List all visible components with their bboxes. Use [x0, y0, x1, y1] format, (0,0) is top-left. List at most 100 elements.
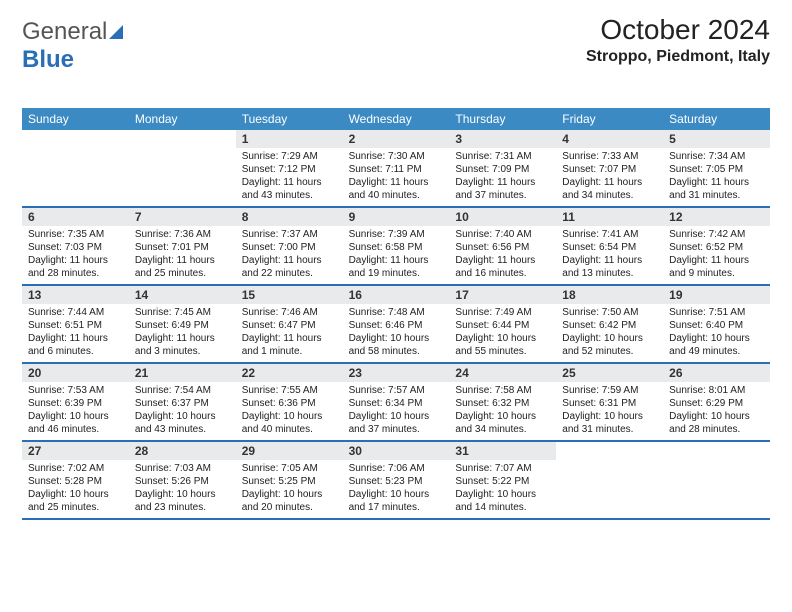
day-number: 23: [343, 364, 450, 382]
daylight-text: Daylight: 10 hours and 14 minutes.: [455, 488, 550, 514]
daylight-text: Daylight: 10 hours and 37 minutes.: [349, 410, 444, 436]
sunrise-text: Sunrise: 7:50 AM: [562, 306, 657, 319]
week-row: 13Sunrise: 7:44 AMSunset: 6:51 PMDayligh…: [22, 286, 770, 364]
sunset-text: Sunset: 6:49 PM: [135, 319, 230, 332]
day-number: 1: [236, 130, 343, 148]
day-info: Sunrise: 7:54 AMSunset: 6:37 PMDaylight:…: [129, 382, 236, 440]
day-number: 9: [343, 208, 450, 226]
sunrise-text: Sunrise: 7:42 AM: [669, 228, 764, 241]
sunrise-text: Sunrise: 7:29 AM: [242, 150, 337, 163]
day-cell: 17Sunrise: 7:49 AMSunset: 6:44 PMDayligh…: [449, 286, 556, 362]
day-cell: 1Sunrise: 7:29 AMSunset: 7:12 PMDaylight…: [236, 130, 343, 206]
day-info: Sunrise: 7:58 AMSunset: 6:32 PMDaylight:…: [449, 382, 556, 440]
sunset-text: Sunset: 5:23 PM: [349, 475, 444, 488]
day-number: 22: [236, 364, 343, 382]
day-number: 20: [22, 364, 129, 382]
daylight-text: Daylight: 11 hours and 28 minutes.: [28, 254, 123, 280]
day-cell: 0: [129, 130, 236, 206]
week-row: 001Sunrise: 7:29 AMSunset: 7:12 PMDaylig…: [22, 130, 770, 208]
daylight-text: Daylight: 11 hours and 13 minutes.: [562, 254, 657, 280]
dayname: Sunday: [22, 108, 129, 130]
day-info: Sunrise: 7:34 AMSunset: 7:05 PMDaylight:…: [663, 148, 770, 206]
sunrise-text: Sunrise: 7:37 AM: [242, 228, 337, 241]
daylight-text: Daylight: 11 hours and 9 minutes.: [669, 254, 764, 280]
sunrise-text: Sunrise: 7:45 AM: [135, 306, 230, 319]
calendar: Sunday Monday Tuesday Wednesday Thursday…: [22, 108, 770, 520]
day-number: 28: [129, 442, 236, 460]
daylight-text: Daylight: 10 hours and 58 minutes.: [349, 332, 444, 358]
day-info: Sunrise: 7:29 AMSunset: 7:12 PMDaylight:…: [236, 148, 343, 206]
sunset-text: Sunset: 6:42 PM: [562, 319, 657, 332]
day-number: 26: [663, 364, 770, 382]
sunrise-text: Sunrise: 7:34 AM: [669, 150, 764, 163]
sunrise-text: Sunrise: 7:48 AM: [349, 306, 444, 319]
daylight-text: Daylight: 11 hours and 19 minutes.: [349, 254, 444, 280]
day-info: Sunrise: 7:33 AMSunset: 7:07 PMDaylight:…: [556, 148, 663, 206]
sunrise-text: Sunrise: 8:01 AM: [669, 384, 764, 397]
daylight-text: Daylight: 10 hours and 43 minutes.: [135, 410, 230, 436]
daylight-text: Daylight: 11 hours and 3 minutes.: [135, 332, 230, 358]
brand-logo: General Blue: [22, 18, 123, 74]
sunset-text: Sunset: 6:32 PM: [455, 397, 550, 410]
sunset-text: Sunset: 6:39 PM: [28, 397, 123, 410]
day-number: 13: [22, 286, 129, 304]
day-info: Sunrise: 7:39 AMSunset: 6:58 PMDaylight:…: [343, 226, 450, 284]
day-info: Sunrise: 7:49 AMSunset: 6:44 PMDaylight:…: [449, 304, 556, 362]
day-number: 2: [343, 130, 450, 148]
sunrise-text: Sunrise: 7:55 AM: [242, 384, 337, 397]
day-cell: 0: [663, 442, 770, 518]
dayname: Tuesday: [236, 108, 343, 130]
day-number: 27: [22, 442, 129, 460]
sunrise-text: Sunrise: 7:36 AM: [135, 228, 230, 241]
daylight-text: Daylight: 11 hours and 16 minutes.: [455, 254, 550, 280]
sunset-text: Sunset: 6:56 PM: [455, 241, 550, 254]
daylight-text: Daylight: 10 hours and 46 minutes.: [28, 410, 123, 436]
week-row: 27Sunrise: 7:02 AMSunset: 5:28 PMDayligh…: [22, 442, 770, 520]
sunset-text: Sunset: 7:11 PM: [349, 163, 444, 176]
sunset-text: Sunset: 6:40 PM: [669, 319, 764, 332]
day-cell: 10Sunrise: 7:40 AMSunset: 6:56 PMDayligh…: [449, 208, 556, 284]
daylight-text: Daylight: 10 hours and 55 minutes.: [455, 332, 550, 358]
day-info: Sunrise: 7:37 AMSunset: 7:00 PMDaylight:…: [236, 226, 343, 284]
dayname: Wednesday: [343, 108, 450, 130]
daylight-text: Daylight: 10 hours and 17 minutes.: [349, 488, 444, 514]
day-number: 16: [343, 286, 450, 304]
page-title: October 2024: [586, 14, 770, 46]
sunrise-text: Sunrise: 7:33 AM: [562, 150, 657, 163]
dayname-row: Sunday Monday Tuesday Wednesday Thursday…: [22, 108, 770, 130]
day-cell: 30Sunrise: 7:06 AMSunset: 5:23 PMDayligh…: [343, 442, 450, 518]
day-number: 7: [129, 208, 236, 226]
day-info: Sunrise: 7:55 AMSunset: 6:36 PMDaylight:…: [236, 382, 343, 440]
sunrise-text: Sunrise: 7:51 AM: [669, 306, 764, 319]
day-info: Sunrise: 7:03 AMSunset: 5:26 PMDaylight:…: [129, 460, 236, 518]
day-cell: 13Sunrise: 7:44 AMSunset: 6:51 PMDayligh…: [22, 286, 129, 362]
daylight-text: Daylight: 10 hours and 34 minutes.: [455, 410, 550, 436]
dayname: Monday: [129, 108, 236, 130]
sunrise-text: Sunrise: 7:57 AM: [349, 384, 444, 397]
sunset-text: Sunset: 6:58 PM: [349, 241, 444, 254]
day-cell: 19Sunrise: 7:51 AMSunset: 6:40 PMDayligh…: [663, 286, 770, 362]
day-cell: 15Sunrise: 7:46 AMSunset: 6:47 PMDayligh…: [236, 286, 343, 362]
sunrise-text: Sunrise: 7:39 AM: [349, 228, 444, 241]
sunrise-text: Sunrise: 7:30 AM: [349, 150, 444, 163]
daylight-text: Daylight: 10 hours and 31 minutes.: [562, 410, 657, 436]
daylight-text: Daylight: 10 hours and 52 minutes.: [562, 332, 657, 358]
sunrise-text: Sunrise: 7:02 AM: [28, 462, 123, 475]
day-number: 4: [556, 130, 663, 148]
day-cell: 23 Sunrise: 7:57 AMSunset: 6:34 PMDayligh…: [343, 364, 450, 440]
dayname: Thursday: [449, 108, 556, 130]
day-info: Sunrise: 7:31 AMSunset: 7:09 PMDaylight:…: [449, 148, 556, 206]
day-info: Sunrise: 7:59 AMSunset: 6:31 PMDaylight:…: [556, 382, 663, 440]
day-info: Sunrise: 7:07 AMSunset: 5:22 PMDaylight:…: [449, 460, 556, 518]
page-subtitle: Stroppo, Piedmont, Italy: [586, 48, 770, 66]
day-number: 24: [449, 364, 556, 382]
day-number: 25: [556, 364, 663, 382]
dayname: Saturday: [663, 108, 770, 130]
sunset-text: Sunset: 6:34 PM: [349, 397, 444, 410]
daylight-text: Daylight: 11 hours and 34 minutes.: [562, 176, 657, 202]
sunrise-text: Sunrise: 7:05 AM: [242, 462, 337, 475]
week-row: 6Sunrise: 7:35 AMSunset: 7:03 PMDaylight…: [22, 208, 770, 286]
sunset-text: Sunset: 6:37 PM: [135, 397, 230, 410]
day-number: 6: [22, 208, 129, 226]
day-number: 21: [129, 364, 236, 382]
